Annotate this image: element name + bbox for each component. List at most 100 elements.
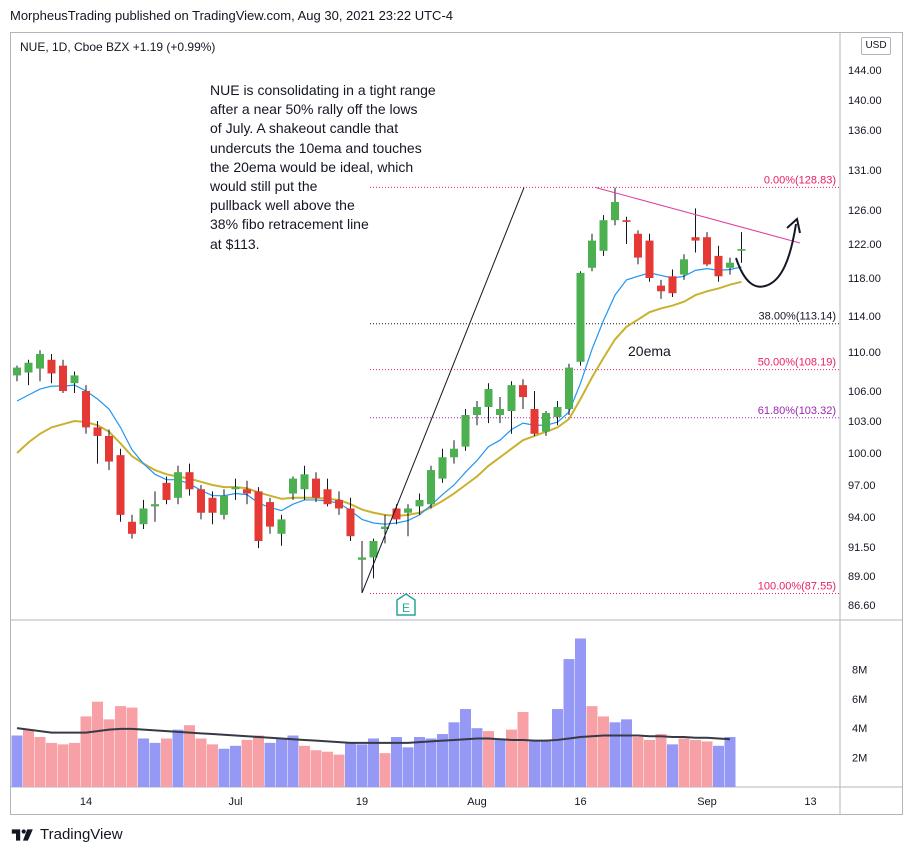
volume-bar	[609, 722, 621, 787]
volume-bar	[460, 709, 471, 787]
candle-body	[231, 487, 240, 490]
volume-bar	[506, 729, 517, 787]
volume-tick-label: 4M	[852, 723, 867, 735]
rally-trendline	[361, 187, 525, 594]
publisher-header: MorpheusTrading published on TradingView…	[10, 8, 453, 23]
candle-body	[70, 375, 79, 384]
time-tick-label: 14	[80, 796, 92, 808]
candle-body	[208, 497, 217, 513]
candle-body	[369, 541, 378, 558]
volume-bar	[517, 712, 529, 787]
time-tick-label: Aug	[467, 796, 487, 808]
candle-body	[128, 521, 136, 534]
candle-body	[24, 362, 33, 373]
volume-bar	[701, 741, 713, 787]
fib-level-label: 38.00%(113.14)	[759, 311, 836, 323]
time-tick-label: 13	[804, 796, 816, 808]
volume-bar	[598, 716, 609, 787]
ema20-line	[16, 280, 742, 517]
candle-body	[680, 259, 688, 275]
volume-bar	[563, 659, 575, 787]
candle-body	[220, 495, 228, 515]
candle-body	[59, 365, 67, 391]
price-tick-label: 97.00	[848, 480, 876, 492]
volume-bar	[161, 738, 172, 787]
candle-body	[139, 508, 148, 525]
currency-button[interactable]: USD	[861, 37, 891, 55]
earnings-marker-icon	[396, 593, 416, 616]
candle-body	[611, 202, 619, 221]
price-tick-label: 126.00	[848, 205, 882, 217]
candle-body	[576, 272, 585, 362]
candle-body	[174, 472, 182, 498]
candle-body	[404, 508, 412, 513]
volume-bar	[540, 739, 552, 787]
volume-bar	[391, 737, 402, 787]
time-tick-label: Sep	[697, 796, 717, 808]
volume-bar	[46, 742, 57, 787]
volume-bar	[195, 738, 207, 787]
volume-bar	[80, 716, 92, 787]
volume-bar	[379, 753, 391, 787]
volume-bar	[333, 754, 345, 787]
candle-body	[47, 359, 56, 374]
volume-bar	[299, 745, 310, 787]
candle-body	[507, 385, 516, 411]
candle-body	[381, 526, 389, 529]
volume-bar	[138, 738, 149, 787]
volume-tick-label: 8M	[852, 664, 867, 676]
symbol-info[interactable]: NUE, 1D, Cboe BZX +1.19 (+0.99%)	[20, 40, 216, 54]
candle-body	[185, 472, 194, 490]
volume-bar	[149, 742, 161, 787]
volume-bar	[57, 744, 69, 787]
projection-arrowhead	[786, 217, 801, 234]
candle-body	[335, 499, 343, 509]
candle-body	[392, 508, 401, 520]
candle-body	[312, 478, 320, 498]
candle-body	[151, 504, 159, 507]
volume-average-line	[16, 727, 731, 744]
volume-bar	[92, 701, 103, 787]
candle-body	[645, 240, 654, 278]
candle-body	[599, 220, 608, 251]
volume-bar	[552, 709, 563, 787]
candle-body	[277, 519, 286, 534]
candle-body	[254, 491, 263, 541]
candle-body	[714, 255, 723, 277]
candle-body	[726, 262, 734, 268]
fib-level-label: 50.00%(108.19)	[758, 357, 836, 369]
candle-body	[358, 557, 366, 560]
volume-bar	[724, 737, 736, 787]
volume-bar	[172, 729, 184, 787]
volume-bar	[586, 706, 598, 787]
candle-body	[415, 499, 424, 507]
candle-body	[530, 409, 539, 434]
volume-bar	[644, 739, 655, 787]
tradingview-logo-icon	[11, 828, 33, 841]
ema-annotation-label: 20ema	[628, 343, 671, 359]
fib-level-label: 61.80%(103.32)	[758, 405, 836, 417]
volume-bar	[713, 745, 724, 787]
candle-body	[588, 240, 596, 268]
candle-body	[13, 367, 21, 376]
volume-bar	[23, 729, 34, 787]
projection-path	[735, 223, 797, 288]
analysis-note: NUE is consolidating in a tight range af…	[210, 82, 436, 252]
volume-bar	[690, 739, 701, 787]
price-tick-label: 91.50	[848, 542, 876, 554]
volume-bar	[402, 747, 414, 787]
volume-bar	[264, 742, 276, 787]
candle-body	[162, 482, 171, 500]
candle-body	[243, 489, 251, 494]
candle-body	[197, 489, 205, 513]
tradingview-brand[interactable]: TradingView	[10, 826, 123, 843]
candle-body	[519, 385, 527, 397]
price-tick-label: 131.00	[848, 165, 882, 177]
ema10-line	[16, 266, 742, 525]
volume-bar	[345, 742, 356, 787]
candle-body	[289, 478, 297, 494]
volume-bar	[241, 739, 253, 787]
volume-bar	[425, 738, 437, 787]
price-tick-label: 94.00	[848, 512, 876, 524]
